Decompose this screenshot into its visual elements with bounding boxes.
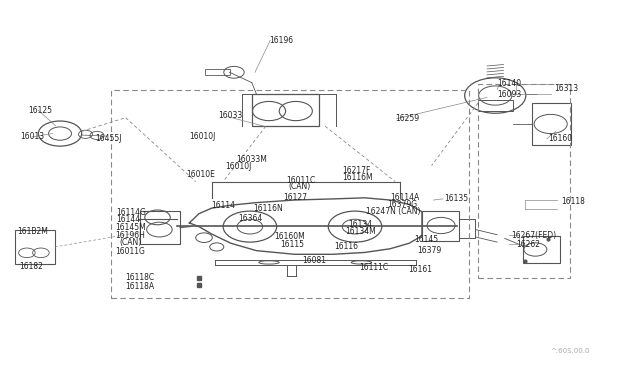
Text: 16116M: 16116M bbox=[342, 173, 373, 182]
Text: (CAN): (CAN) bbox=[288, 182, 310, 191]
Text: 16379: 16379 bbox=[417, 246, 441, 255]
Bar bbox=[478, 84, 570, 278]
Text: 16093: 16093 bbox=[497, 90, 522, 99]
Text: 16161: 16161 bbox=[408, 264, 432, 273]
Text: 16118C: 16118C bbox=[125, 273, 155, 282]
Text: 16116N: 16116N bbox=[253, 203, 283, 213]
Bar bbox=[523, 236, 559, 263]
Text: 16114A: 16114A bbox=[390, 193, 419, 202]
Text: 16125: 16125 bbox=[28, 106, 52, 115]
Text: 16267(FED): 16267(FED) bbox=[511, 231, 556, 240]
Text: 16364: 16364 bbox=[239, 214, 262, 222]
Text: 161B2M: 161B2M bbox=[17, 227, 48, 235]
Bar bbox=[205, 68, 230, 75]
Text: 16033: 16033 bbox=[218, 111, 243, 121]
Text: 16145: 16145 bbox=[414, 235, 438, 244]
Text: 16160: 16160 bbox=[548, 134, 572, 142]
Text: 16081: 16081 bbox=[302, 256, 326, 266]
Text: 16140: 16140 bbox=[497, 79, 521, 88]
Text: 16010J: 16010J bbox=[189, 132, 216, 141]
Text: 16135: 16135 bbox=[444, 195, 468, 203]
Text: 16033M: 16033M bbox=[236, 155, 267, 164]
Text: 16013: 16013 bbox=[20, 132, 45, 141]
Bar bbox=[252, 94, 319, 126]
Text: (CAN): (CAN) bbox=[119, 238, 141, 247]
Text: 16379G: 16379G bbox=[387, 200, 417, 209]
Text: 16313: 16313 bbox=[554, 84, 579, 93]
Text: 16134M: 16134M bbox=[346, 227, 376, 235]
Text: 16011C: 16011C bbox=[286, 176, 316, 185]
Text: 16111C: 16111C bbox=[360, 263, 388, 272]
Text: 16144: 16144 bbox=[116, 215, 140, 224]
Text: 16118: 16118 bbox=[561, 197, 585, 206]
Text: 16145M: 16145M bbox=[115, 223, 145, 232]
Text: 16010E: 16010E bbox=[186, 170, 215, 179]
Text: 16127: 16127 bbox=[284, 193, 308, 202]
Bar bbox=[459, 219, 476, 238]
Text: 16182: 16182 bbox=[19, 262, 43, 270]
Text: 16134: 16134 bbox=[349, 219, 372, 228]
Bar bbox=[140, 211, 180, 244]
Text: 16011G: 16011G bbox=[115, 247, 145, 256]
Text: 16455J: 16455J bbox=[96, 134, 122, 142]
Text: 16217F: 16217F bbox=[342, 166, 371, 175]
Text: 16259: 16259 bbox=[395, 114, 419, 123]
Bar bbox=[111, 90, 469, 298]
Bar bbox=[422, 211, 459, 241]
Text: 16114G: 16114G bbox=[116, 208, 146, 217]
Text: 16115: 16115 bbox=[280, 240, 305, 249]
Text: 16118A: 16118A bbox=[125, 282, 155, 291]
Bar bbox=[478, 100, 513, 111]
Text: 16196H: 16196H bbox=[115, 231, 145, 240]
Text: 16160M: 16160M bbox=[274, 232, 305, 241]
Text: ^.60S.00.0: ^.60S.00.0 bbox=[550, 349, 590, 355]
Bar bbox=[532, 103, 571, 145]
Text: 16262: 16262 bbox=[516, 240, 540, 249]
Text: 16010J: 16010J bbox=[226, 162, 252, 171]
Text: 16247N (CAN): 16247N (CAN) bbox=[366, 207, 420, 217]
Text: 16196: 16196 bbox=[269, 36, 293, 45]
Text: 16114: 16114 bbox=[212, 201, 236, 210]
Text: 16116: 16116 bbox=[334, 243, 358, 251]
Bar bbox=[15, 230, 55, 264]
